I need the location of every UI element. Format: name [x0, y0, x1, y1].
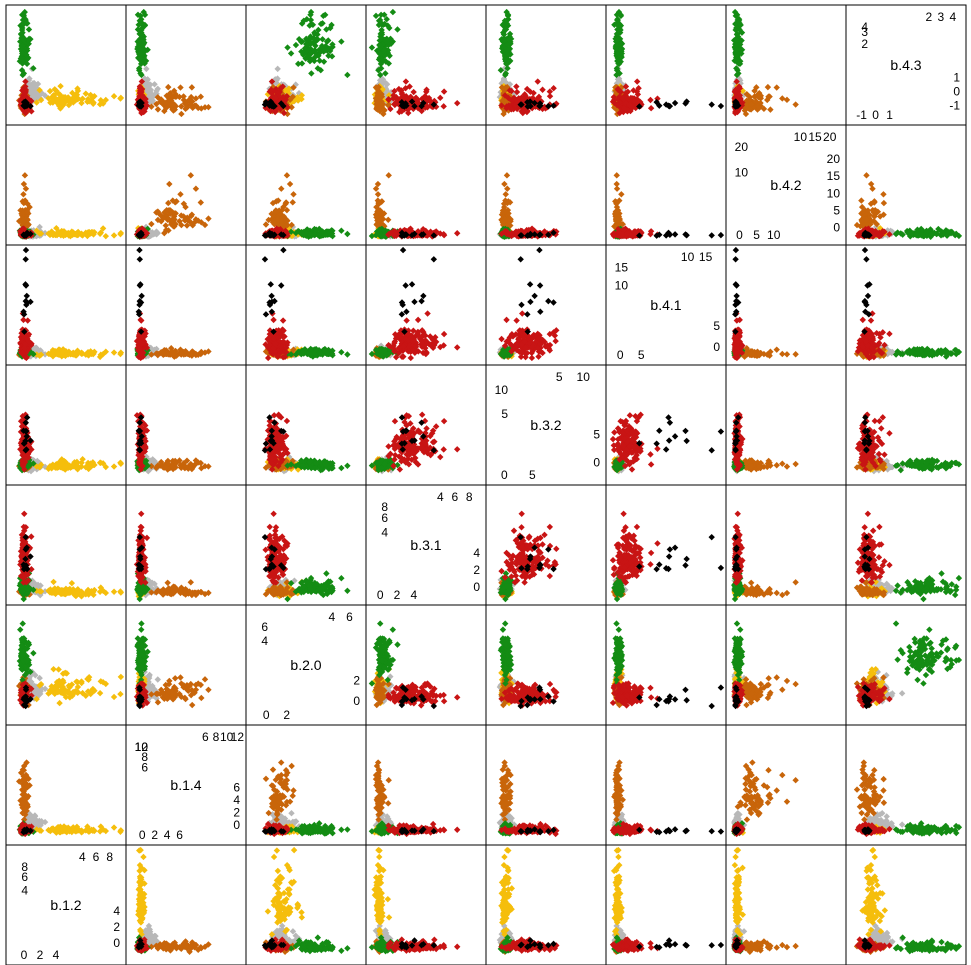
data-point: [178, 111, 184, 117]
data-point: [454, 100, 460, 106]
data-point: [513, 83, 519, 89]
data-point: [111, 232, 117, 238]
data-point: [22, 172, 28, 178]
data-point: [647, 97, 653, 103]
tick-label: 4: [861, 20, 868, 34]
data-point: [148, 221, 154, 227]
data-point: [535, 78, 541, 84]
data-point: [440, 103, 446, 109]
data-point: [648, 105, 654, 111]
data-point: [344, 72, 350, 78]
data-point: [111, 93, 117, 99]
data-point: [441, 88, 447, 94]
data-point: [290, 199, 296, 205]
data-point: [189, 84, 195, 90]
panel-b.4.3-vs-b.4.1: [606, 5, 726, 125]
panel-b.4.2-vs-b.1.4: [126, 125, 246, 245]
variable-label: b.4.3: [890, 57, 921, 73]
data-point: [26, 26, 32, 32]
data-point: [634, 78, 640, 84]
data-point: [779, 95, 785, 101]
tick-label: 4: [949, 10, 956, 24]
tick-label: 3: [937, 10, 944, 24]
tick-label: 1: [953, 70, 960, 84]
panel-b.4.2-vs-b.2.0: [246, 125, 366, 245]
tick-label: 2: [925, 10, 932, 24]
data-point: [198, 199, 204, 205]
tick-label: 2: [861, 37, 868, 51]
data-point: [166, 181, 172, 187]
panel-b.4.3-vs-b.2.0: [246, 5, 366, 125]
panel-b.4.3-vs-b.3.2: [486, 5, 606, 125]
panel-b.4.2-vs-b.1.2: [6, 125, 126, 245]
data-point: [792, 101, 798, 107]
data-point: [118, 95, 124, 101]
data-point: [278, 186, 284, 192]
data-point: [338, 38, 344, 44]
data-point: [193, 186, 199, 192]
panel-b.4.3-vs-b.1.4: [126, 5, 246, 125]
data-point: [205, 215, 211, 221]
panel-frame: [246, 125, 366, 245]
data-point: [394, 26, 400, 32]
data-point: [103, 233, 109, 239]
data-point: [774, 84, 780, 90]
data-point: [410, 89, 416, 95]
data-point: [83, 90, 89, 96]
data-point: [382, 70, 388, 76]
data-point: [316, 58, 322, 64]
tick-label: 0: [872, 108, 879, 122]
data-point: [767, 106, 773, 112]
data-point: [188, 172, 194, 178]
data-point: [274, 66, 280, 72]
data-point: [284, 44, 290, 50]
tick-label: 0: [953, 84, 960, 98]
data-point: [287, 181, 293, 187]
data-point: [143, 66, 149, 72]
data-point: [403, 78, 409, 84]
data-point: [672, 100, 678, 106]
data-point: [165, 84, 171, 90]
data-point: [308, 70, 314, 76]
data-point: [539, 87, 545, 93]
data-point: [57, 83, 63, 89]
data-point: [20, 191, 26, 197]
data-point: [177, 191, 183, 197]
data-point: [293, 42, 299, 48]
panel-b.4.3-vs-b.4.2: [726, 5, 846, 125]
tick-label: 1: [886, 108, 893, 122]
data-point: [547, 93, 553, 99]
data-point: [437, 95, 443, 101]
data-point: [205, 104, 211, 110]
data-point: [155, 106, 161, 112]
panel-b.4.3-vs-b.4.3: b.4.3-1 0 12 3 4234-101: [846, 5, 966, 125]
panel-b.4.3-vs-b.1.2: [6, 5, 126, 125]
panel-b.4.3-vs-b.3.1: [366, 5, 486, 125]
tick-label: -1: [856, 108, 867, 122]
data-point: [299, 60, 305, 66]
data-point: [784, 97, 790, 103]
data-point: [765, 84, 771, 90]
data-point: [288, 50, 294, 56]
data-point: [284, 172, 290, 178]
data-point: [369, 44, 375, 50]
tick-label: -1: [949, 98, 960, 112]
data-point: [373, 13, 379, 19]
data-point: [177, 84, 183, 90]
data-point: [708, 101, 714, 107]
data-point: [390, 9, 396, 15]
data-point: [718, 103, 724, 109]
